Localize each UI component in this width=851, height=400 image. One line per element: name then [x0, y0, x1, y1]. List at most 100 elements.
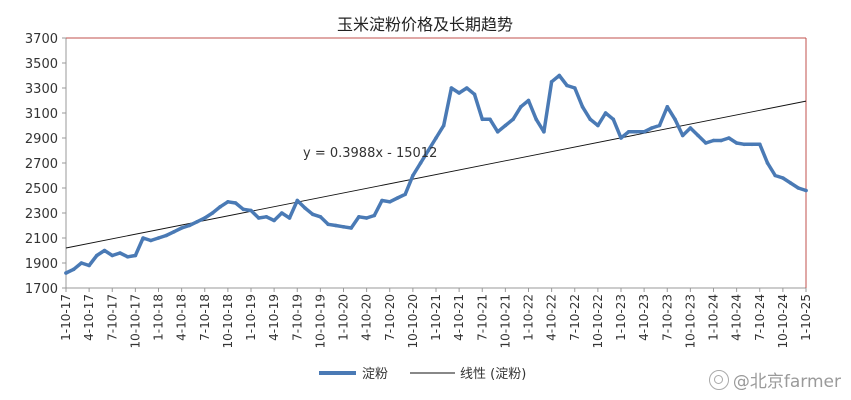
- data-point: [680, 133, 685, 138]
- data-point: [310, 212, 315, 217]
- x-tick-label: 1-10-22: [522, 294, 536, 341]
- x-tick-label: 10-10-21: [498, 294, 512, 348]
- data-point: [642, 130, 646, 134]
- x-tick-label: 1-10-18: [152, 294, 166, 341]
- data-point: [233, 201, 238, 205]
- data-point: [480, 117, 485, 122]
- y-tick-label: 3700: [25, 32, 58, 47]
- data-point: [449, 86, 454, 90]
- data-point: [758, 142, 762, 147]
- data-point: [719, 138, 723, 143]
- x-tick-label: 7-10-24: [753, 294, 767, 341]
- data-point: [611, 117, 616, 122]
- legend-label-series-1: 淀粉: [362, 367, 388, 382]
- data-point: [441, 123, 446, 128]
- data-point: [264, 215, 269, 219]
- data-point: [511, 117, 515, 122]
- y-tick-label: 2500: [25, 182, 58, 197]
- trend-line: [65, 100, 807, 249]
- data-point: [280, 211, 284, 215]
- weibo-icon: [708, 370, 729, 390]
- y-axis: 1700 1900 2100 2300 2500 2700 2900 3100 3300 3500…: [25, 32, 66, 297]
- x-tick-label: 7-10-21: [475, 294, 489, 341]
- data-point: [734, 141, 739, 145]
- x-tick-label: 4-10-20: [360, 294, 374, 341]
- data-point: [203, 216, 207, 220]
- y-tick-label: 2100: [25, 232, 58, 247]
- data-point: [626, 130, 631, 134]
- y-tick-label: 2300: [25, 207, 58, 222]
- watermark: @北京farmer: [708, 367, 841, 392]
- data-point: [326, 222, 330, 227]
- data-point: [133, 253, 138, 258]
- data-point: [573, 86, 577, 90]
- x-axis: 1-10-17 4-10-17 7-10-17 10-10-17 1-10-18 4-10…: [59, 288, 813, 348]
- x-tick-label: 7-10-23: [660, 294, 674, 341]
- data-point: [164, 233, 168, 238]
- data-point: [488, 117, 492, 122]
- x-tick-label: 10-10-22: [591, 294, 605, 348]
- data-point: [588, 117, 592, 122]
- data-point: [434, 136, 438, 140]
- data-point: [272, 218, 276, 223]
- data-point: [742, 142, 747, 147]
- data-point: [334, 223, 338, 228]
- data-point: [303, 206, 307, 210]
- data-point: [179, 226, 184, 230]
- x-tick-label: 1-10-19: [244, 294, 258, 341]
- x-tick-label: 4-10-22: [545, 294, 559, 341]
- x-tick-label: 7-10-19: [290, 294, 304, 341]
- data-point: [71, 267, 76, 272]
- x-tick-label: 7-10-18: [198, 294, 212, 341]
- data-point: [110, 253, 115, 258]
- watermark-text: @北京farmer: [732, 372, 841, 392]
- legend: 淀粉 线性 (淀粉): [319, 367, 526, 382]
- data-point: [465, 86, 469, 90]
- data-point: [210, 211, 215, 215]
- x-tick-label: 1-10-23: [614, 294, 628, 341]
- data-point: [796, 186, 801, 190]
- data-point: [665, 105, 670, 109]
- plot-area: [65, 37, 807, 289]
- data-point: [503, 123, 508, 128]
- series-layer: [64, 73, 808, 275]
- data-point: [688, 126, 693, 130]
- data-point: [102, 248, 107, 253]
- y-tick-label: 3500: [25, 57, 58, 72]
- data-point: [565, 83, 569, 88]
- x-tick-label: 4-10-24: [730, 294, 744, 341]
- data-point: [341, 225, 346, 229]
- x-tick-label: 10-10-18: [221, 294, 235, 348]
- legend-label-series-2: 线性 (淀粉): [460, 367, 526, 382]
- data-point: [765, 161, 770, 165]
- data-point: [804, 188, 808, 193]
- data-point: [549, 80, 554, 84]
- x-tick-label: 7-10-17: [105, 294, 119, 341]
- data-point: [295, 198, 300, 203]
- data-point: [249, 208, 253, 213]
- y-tick-label: 1900: [25, 257, 58, 272]
- x-tick-label: 4-10-23: [637, 294, 651, 341]
- data-point: [349, 226, 354, 230]
- x-tick-label: 10-10-17: [128, 294, 142, 348]
- y-tick-label: 2900: [25, 132, 58, 147]
- data-point: [187, 223, 192, 228]
- data-point: [596, 123, 600, 128]
- x-tick-label: 10-10-19: [313, 294, 327, 348]
- data-point: [781, 176, 785, 180]
- data-point: [388, 200, 392, 204]
- x-tick-label: 1-10-20: [337, 294, 351, 341]
- data-point: [603, 111, 608, 115]
- x-tick-label: 4-10-21: [452, 294, 466, 341]
- x-tick-label: 4-10-19: [267, 294, 281, 341]
- data-point: [472, 92, 477, 97]
- data-point: [118, 251, 122, 255]
- data-point: [125, 254, 130, 259]
- trendline-equation: y = 0.3988x - 15012: [303, 146, 437, 161]
- data-point: [727, 136, 731, 140]
- y-tick-label: 3100: [25, 107, 58, 122]
- data-point: [218, 205, 222, 209]
- data-point: [711, 138, 716, 143]
- data-point: [534, 117, 538, 122]
